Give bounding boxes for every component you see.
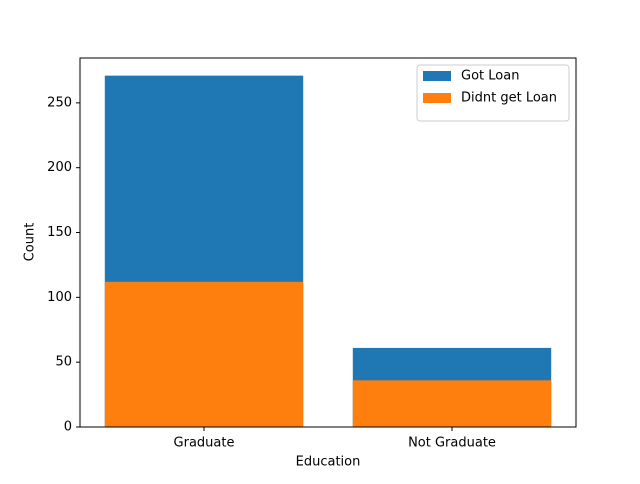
y-tick-label: 200 [47,160,72,175]
y-tick-label: 50 [55,355,72,370]
bar [352,380,552,427]
legend-label: Got Loan [461,69,519,84]
x-tick-label: Not Graduate [408,436,496,451]
plot-area [104,75,552,427]
legend-swatch [423,71,451,81]
y-tick-label: 150 [47,225,72,240]
x-tick-label: Graduate [174,436,235,451]
y-tick-label: 0 [64,420,72,435]
x-axis-label: Education [296,455,361,470]
bar [104,281,304,427]
axes-frame [79,57,577,428]
legend-box [416,64,570,122]
legend-swatch [423,93,451,103]
y-tick-label: 250 [47,95,72,110]
y-axis-label: Count [23,223,38,262]
y-tick-label: 100 [47,290,72,305]
legend-label: Didnt get Loan [461,91,557,106]
